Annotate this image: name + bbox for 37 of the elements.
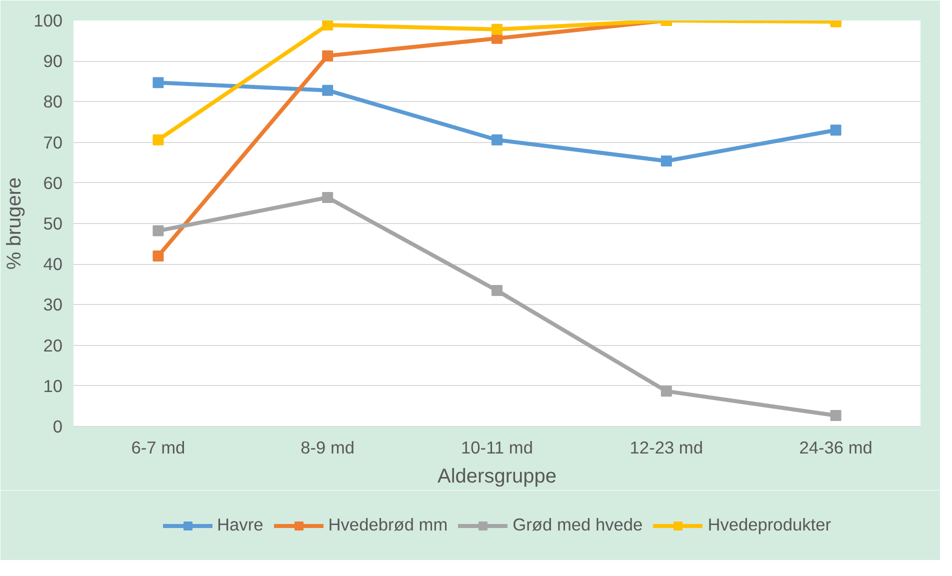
- point: [152, 134, 164, 146]
- y-axis-title: % brugere: [4, 177, 26, 270]
- point: [660, 155, 672, 166]
- y-tick-label: 70: [43, 132, 63, 152]
- legend-label: Havre: [217, 514, 264, 536]
- point: [322, 50, 334, 62]
- y-tick-label: 10: [43, 376, 63, 396]
- x-tick-label: 12-23 md: [630, 438, 704, 458]
- point: [492, 134, 502, 146]
- point: [322, 20, 334, 30]
- y-tick-label: 40: [43, 254, 63, 274]
- point: [492, 24, 502, 35]
- point: [660, 386, 672, 397]
- point: [152, 225, 164, 236]
- point: [152, 250, 164, 262]
- x-tick-label: 6-7 md: [131, 438, 186, 458]
- point: [322, 192, 334, 204]
- legend-label: Grød med hvede: [512, 514, 643, 536]
- point: [830, 124, 842, 136]
- x-tick-label: 10-11 md: [461, 438, 533, 458]
- y-tick-label: 90: [43, 51, 63, 72]
- y-tick-label: 0: [52, 416, 63, 436]
- y-tick-label: 50: [43, 214, 63, 234]
- point: [492, 284, 502, 296]
- y-tick-label: 60: [43, 172, 63, 193]
- x-axis-title: Aldersgruppe: [438, 466, 556, 488]
- x-tick-label: 24-36 md: [799, 438, 872, 458]
- legend-label: Hvedeprodukter: [708, 514, 831, 536]
- y-tick-label: 20: [43, 335, 63, 356]
- y-tick-label: 30: [43, 294, 63, 315]
- x-tick-label: 8-9 md: [300, 438, 355, 458]
- y-tick-label: 80: [43, 92, 63, 112]
- point: [152, 77, 164, 88]
- legend-label: Hvedebrød mm: [328, 514, 448, 536]
- y-tick-label: 100: [34, 10, 63, 30]
- point: [322, 84, 334, 96]
- point: [830, 410, 842, 422]
